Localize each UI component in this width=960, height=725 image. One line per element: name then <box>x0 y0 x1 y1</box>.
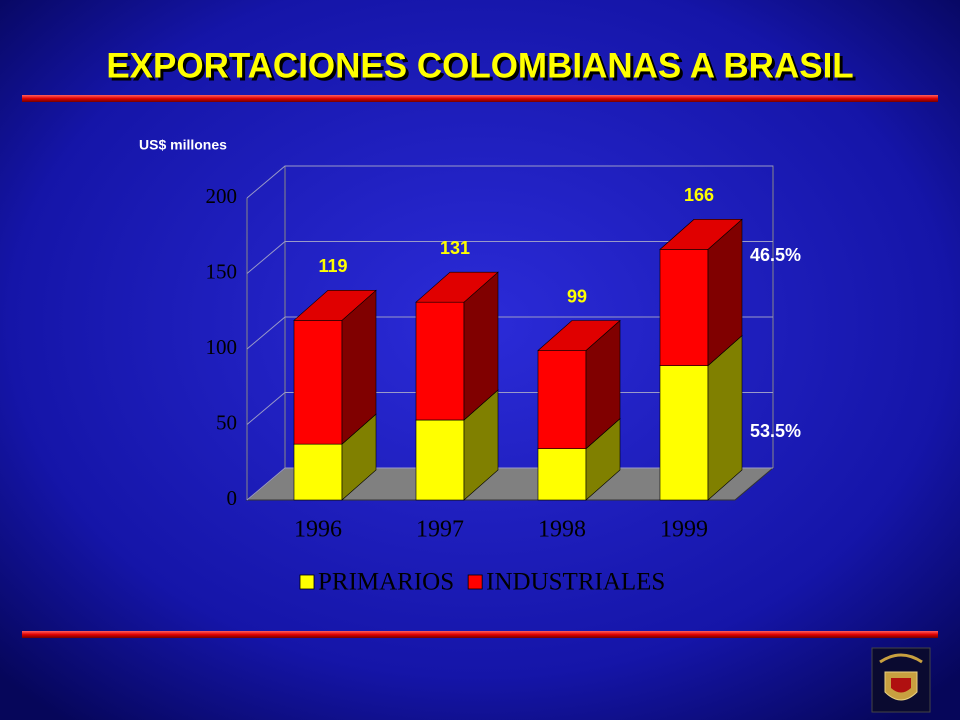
emblem-inner <box>891 678 911 693</box>
y-tick-label: 0 <box>227 486 238 510</box>
divider <box>22 95 938 102</box>
x-tick-label: 1999 <box>660 517 708 543</box>
y-tick-label: 100 <box>206 335 238 359</box>
bar-top <box>293 290 377 321</box>
total-label: 119 <box>318 256 347 276</box>
x-tick-label: 1998 <box>538 517 586 543</box>
bar <box>293 443 343 501</box>
title-shadow: EXPORTACIONES COLOMBIANAS A BRASIL <box>109 49 856 88</box>
emblem-wings <box>879 653 923 664</box>
chart-title: EXPORTACIONES COLOMBIANAS A BRASIL <box>106 46 853 85</box>
y-axis-label: US$ millones <box>139 137 227 153</box>
legend-label: INDUSTRIALES <box>486 569 665 596</box>
grid-line <box>246 165 773 199</box>
bar <box>659 249 709 366</box>
bar-top <box>537 320 621 351</box>
emblem <box>871 647 931 713</box>
y-tick-label: 50 <box>216 410 237 434</box>
divider <box>22 631 938 638</box>
x-tick-label: 1997 <box>416 517 464 543</box>
annotation: 46.5% <box>750 245 801 265</box>
bar <box>293 320 343 445</box>
annotation: 53.5% <box>750 421 801 441</box>
grid-line <box>246 241 773 274</box>
bar <box>537 448 587 501</box>
bar-top <box>415 271 499 303</box>
bar <box>537 350 587 449</box>
legend-swatch <box>467 574 483 590</box>
total-label: 166 <box>684 185 714 205</box>
legend-label: PRIMARIOS <box>318 569 454 596</box>
grid-line <box>246 316 773 350</box>
total-label: 99 <box>567 286 587 306</box>
total-label: 131 <box>440 238 470 258</box>
y-tick-label: 150 <box>206 259 238 283</box>
bar <box>415 301 465 421</box>
x-tick-label: 1996 <box>294 517 342 543</box>
chart: 0 50 100 150 200 119 1996 131 1997 99 1998 166 1999 4… <box>206 165 801 596</box>
bar <box>659 365 709 501</box>
legend-swatch <box>299 574 315 590</box>
bar <box>415 419 465 501</box>
bar-top <box>659 219 743 250</box>
y-tick-label: 200 <box>206 184 238 208</box>
